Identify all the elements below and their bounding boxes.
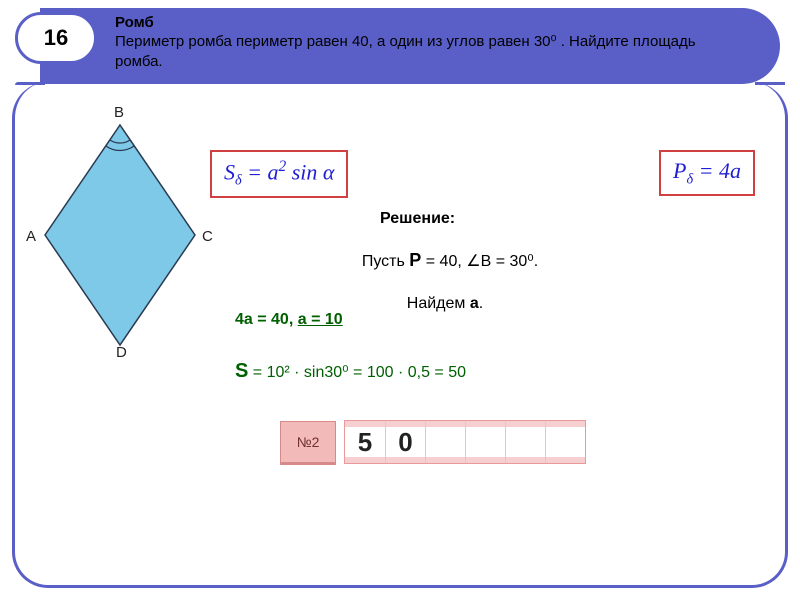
area-formula-box: Sδ = a2 sin α bbox=[210, 150, 348, 198]
perim-P: P bbox=[673, 158, 686, 183]
rhombus-figure: B A C D bbox=[30, 110, 210, 360]
answer-cell-4[interactable] bbox=[505, 421, 545, 463]
answer-cell-3[interactable] bbox=[465, 421, 505, 463]
answer-row: №2 5 0 bbox=[280, 420, 586, 464]
solution-line-S: S = 10² · sin30⁰ = 100 · 0,5 = 50 bbox=[235, 360, 466, 383]
l2-under: а = 10 bbox=[298, 311, 343, 328]
header-bar: Ромб Периметр ромба периметр равен 40, а… bbox=[40, 8, 780, 84]
vertex-D: D bbox=[116, 344, 127, 361]
solution-line-2: Найдем а. 4а = 40, а = 10 bbox=[315, 295, 575, 329]
area-formula-sub: δ bbox=[235, 173, 242, 189]
l1-c: В = 30⁰. bbox=[481, 253, 539, 270]
angle-icon: ∠ bbox=[466, 253, 480, 270]
area-formula-eq: = a bbox=[242, 159, 279, 184]
l2-dot: . bbox=[479, 295, 483, 312]
header-text: Периметр ромба периметр равен 40, а один… bbox=[115, 32, 720, 71]
perimeter-formula-box: Pδ = 4a bbox=[659, 150, 755, 196]
answer-cell-5[interactable] bbox=[545, 421, 585, 463]
problem-number-badge: 16 bbox=[15, 12, 97, 64]
header-title: Ромб bbox=[115, 14, 154, 31]
answer-cell-0[interactable]: 5 bbox=[345, 421, 385, 463]
solution-label: Решение: bbox=[380, 210, 455, 228]
answer-cell-1[interactable]: 0 bbox=[385, 421, 425, 463]
task-number-button[interactable]: №2 bbox=[280, 421, 336, 463]
solution-line-1: Пусть Р = 40, ∠В = 30⁰. bbox=[300, 250, 600, 271]
rhombus-svg bbox=[30, 110, 210, 360]
l1-a: Пусть bbox=[362, 253, 409, 270]
ls-rest: = 10² · sin30⁰ = 100 · 0,5 = 50 bbox=[248, 364, 466, 381]
l2-top-a: а bbox=[470, 295, 479, 312]
vertex-A: A bbox=[26, 228, 36, 245]
answer-cell-2[interactable] bbox=[425, 421, 465, 463]
l1-P: Р bbox=[409, 250, 421, 270]
l2-top: Найдем bbox=[407, 295, 470, 312]
answer-cells: 5 0 bbox=[344, 420, 586, 464]
l2-green: 4а = 40, bbox=[235, 311, 298, 328]
vertex-C: C bbox=[202, 228, 213, 245]
vertex-B: B bbox=[114, 104, 124, 121]
area-formula-S: S bbox=[224, 159, 235, 184]
ls-S: S bbox=[235, 360, 248, 382]
perim-rhs: = 4a bbox=[693, 158, 741, 183]
area-formula-sin: sin α bbox=[286, 159, 334, 184]
l1-b: = 40, bbox=[421, 253, 466, 270]
